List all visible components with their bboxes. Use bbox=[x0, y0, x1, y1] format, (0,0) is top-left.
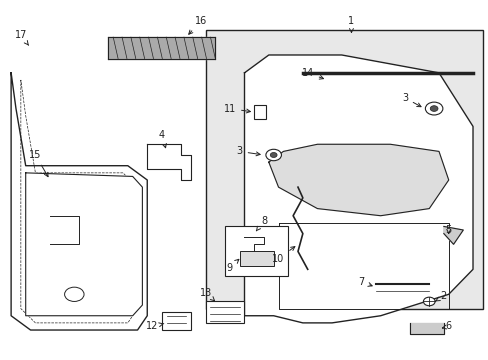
Circle shape bbox=[425, 102, 442, 115]
Text: 1: 1 bbox=[347, 16, 354, 32]
Text: 3: 3 bbox=[401, 93, 420, 107]
Text: 8: 8 bbox=[256, 216, 266, 231]
Bar bbox=[205, 30, 482, 309]
Text: 10: 10 bbox=[272, 247, 294, 264]
Circle shape bbox=[270, 153, 277, 157]
Circle shape bbox=[423, 297, 434, 306]
Text: 11: 11 bbox=[224, 104, 250, 113]
Bar bbox=[239, 251, 273, 266]
Polygon shape bbox=[409, 323, 443, 334]
Polygon shape bbox=[268, 144, 448, 216]
Polygon shape bbox=[26, 173, 142, 316]
Text: 2: 2 bbox=[435, 291, 446, 301]
Text: 16: 16 bbox=[188, 16, 206, 34]
Bar bbox=[162, 312, 191, 330]
Bar bbox=[224, 226, 287, 276]
Text: 12: 12 bbox=[145, 321, 163, 332]
Text: 5: 5 bbox=[445, 225, 451, 235]
Bar bbox=[205, 301, 244, 323]
Circle shape bbox=[429, 106, 437, 111]
Text: 3: 3 bbox=[236, 147, 260, 157]
Text: 6: 6 bbox=[442, 321, 451, 332]
Circle shape bbox=[64, 287, 84, 301]
Text: 4: 4 bbox=[159, 130, 166, 148]
Text: 7: 7 bbox=[357, 277, 371, 287]
Text: 13: 13 bbox=[199, 288, 214, 301]
Circle shape bbox=[265, 149, 281, 161]
Text: 15: 15 bbox=[29, 150, 48, 177]
Text: 9: 9 bbox=[226, 259, 238, 273]
Polygon shape bbox=[244, 55, 472, 323]
Text: 17: 17 bbox=[15, 30, 29, 45]
Polygon shape bbox=[443, 226, 462, 244]
Bar bbox=[254, 105, 266, 119]
Text: 14: 14 bbox=[301, 68, 323, 79]
